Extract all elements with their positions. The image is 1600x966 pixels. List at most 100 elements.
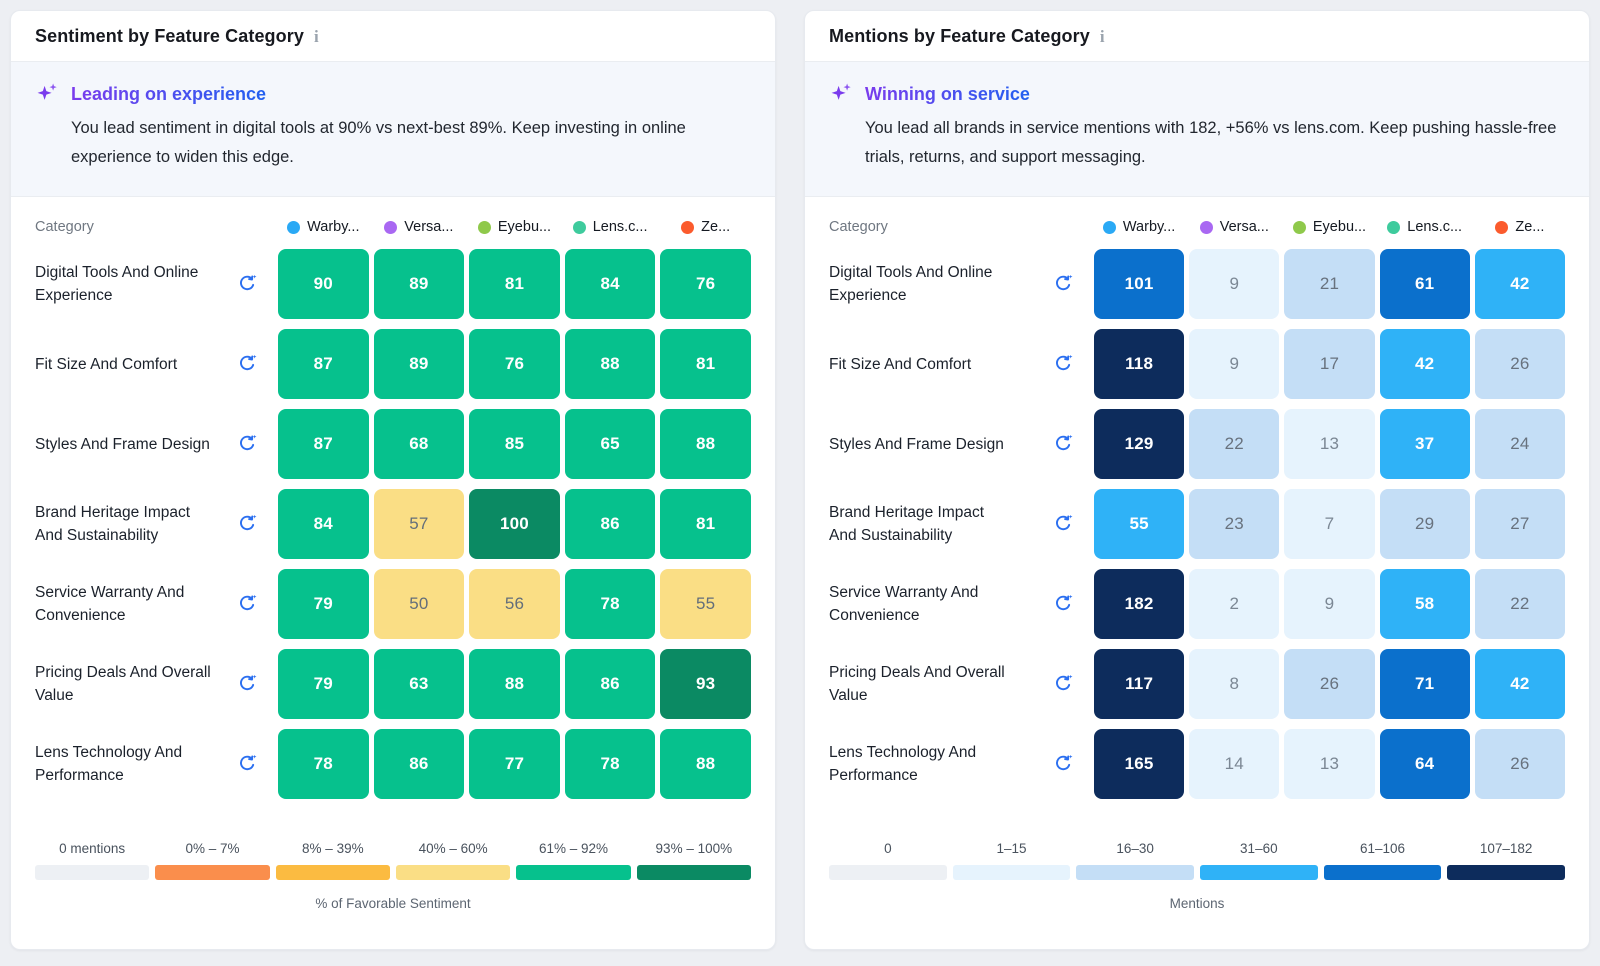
- brand-legend-item[interactable]: Warby...: [278, 219, 369, 235]
- heatmap-cell[interactable]: 76: [469, 329, 560, 399]
- heatmap-cell[interactable]: 85: [469, 409, 560, 479]
- heatmap-cell[interactable]: 88: [564, 329, 656, 399]
- scale-legend-swatch: [952, 865, 1071, 880]
- heatmap-cell[interactable]: 13: [1284, 409, 1375, 479]
- brand-legend-item[interactable]: Warby...: [1094, 219, 1184, 235]
- heatmap-cell[interactable]: 93: [660, 649, 751, 719]
- heatmap-cell[interactable]: 117: [1094, 649, 1185, 719]
- heatmap-cell[interactable]: 42: [1474, 649, 1565, 719]
- heatmap-cell[interactable]: 81: [660, 489, 751, 559]
- heatmap-cell[interactable]: 23: [1189, 489, 1280, 559]
- info-icon[interactable]: i: [313, 27, 319, 46]
- heatmap-cell[interactable]: 58: [1379, 569, 1470, 639]
- heatmap-cell[interactable]: 2: [1189, 569, 1280, 639]
- heatmap-cell[interactable]: 86: [564, 489, 656, 559]
- heatmap-cell[interactable]: 9: [1189, 329, 1280, 399]
- heatmap-cell[interactable]: 42: [1379, 329, 1470, 399]
- heatmap-cell[interactable]: 89: [373, 329, 465, 399]
- heatmap-cell[interactable]: 26: [1284, 649, 1375, 719]
- brand-legend-item[interactable]: Ze...: [660, 219, 751, 235]
- heatmap-cell[interactable]: 78: [564, 569, 656, 639]
- heatmap-cell[interactable]: 29: [1379, 489, 1470, 559]
- refresh-category-icon[interactable]: [237, 594, 257, 614]
- heatmap-cell[interactable]: 81: [469, 249, 560, 319]
- heatmap-cell[interactable]: 81: [660, 329, 751, 399]
- refresh-category-icon[interactable]: [237, 754, 257, 774]
- brand-legend-item[interactable]: Eyebu...: [469, 219, 560, 235]
- heatmap-cell[interactable]: 78: [278, 729, 369, 799]
- brand-legend-item[interactable]: Ze...: [1475, 219, 1565, 235]
- heatmap-cell[interactable]: 57: [373, 489, 465, 559]
- heatmap-cell[interactable]: 61: [1379, 249, 1470, 319]
- heatmap-cell[interactable]: 65: [564, 409, 656, 479]
- refresh-category-icon[interactable]: [237, 674, 257, 694]
- heatmap-cell[interactable]: 9: [1189, 249, 1280, 319]
- brand-label: Lens.c...: [1407, 219, 1463, 235]
- heatmap-grid: Digital Tools And Online Experience 90 89 8…: [35, 249, 751, 809]
- info-icon[interactable]: i: [1099, 27, 1105, 46]
- heatmap-cell[interactable]: 90: [278, 249, 369, 319]
- heatmap-cell[interactable]: 22: [1189, 409, 1280, 479]
- heatmap-cell[interactable]: 55: [660, 569, 751, 639]
- heatmap-cell[interactable]: 86: [373, 729, 465, 799]
- refresh-category-icon[interactable]: [237, 274, 257, 294]
- heatmap-cell[interactable]: 118: [1094, 329, 1185, 399]
- heatmap-cell[interactable]: 87: [278, 329, 369, 399]
- heatmap-cell[interactable]: 37: [1379, 409, 1470, 479]
- heatmap-cell[interactable]: 77: [469, 729, 560, 799]
- heatmap-cell[interactable]: 13: [1284, 729, 1375, 799]
- heatmap-cell[interactable]: 26: [1474, 329, 1565, 399]
- brand-legend-item[interactable]: Versa...: [374, 219, 465, 235]
- heatmap-cell[interactable]: 71: [1379, 649, 1470, 719]
- heatmap-cell[interactable]: 89: [373, 249, 465, 319]
- brand-legend-item[interactable]: Lens.c...: [1380, 219, 1470, 235]
- heatmap-cell[interactable]: 79: [278, 649, 369, 719]
- refresh-category-icon[interactable]: [237, 354, 257, 374]
- heatmap-cell[interactable]: 56: [469, 569, 560, 639]
- heatmap-cell[interactable]: 87: [278, 409, 369, 479]
- heatmap-cell[interactable]: 26: [1474, 729, 1565, 799]
- heatmap-cell[interactable]: 14: [1189, 729, 1280, 799]
- row-label: Pricing Deals And Overall Value: [829, 649, 1089, 719]
- heatmap-cell[interactable]: 22: [1474, 569, 1565, 639]
- heatmap-cell[interactable]: 64: [1379, 729, 1470, 799]
- refresh-category-icon[interactable]: [1053, 674, 1073, 694]
- heatmap-cell[interactable]: 129: [1094, 409, 1185, 479]
- brand-legend-item[interactable]: Eyebu...: [1284, 219, 1374, 235]
- heatmap-cell[interactable]: 63: [373, 649, 465, 719]
- heatmap-cell[interactable]: 17: [1284, 329, 1375, 399]
- heatmap-cell[interactable]: 86: [564, 649, 656, 719]
- refresh-category-icon[interactable]: [1053, 514, 1073, 534]
- refresh-category-icon[interactable]: [1053, 754, 1073, 774]
- refresh-category-icon[interactable]: [1053, 354, 1073, 374]
- heatmap-cell[interactable]: 88: [660, 729, 751, 799]
- refresh-category-icon[interactable]: [237, 514, 257, 534]
- heatmap-cell[interactable]: 9: [1284, 569, 1375, 639]
- heatmap-cell[interactable]: 100: [469, 489, 560, 559]
- heatmap-cell[interactable]: 21: [1284, 249, 1375, 319]
- heatmap-cell[interactable]: 182: [1094, 569, 1185, 639]
- brand-legend-item[interactable]: Versa...: [1189, 219, 1279, 235]
- heatmap-cell[interactable]: 78: [564, 729, 656, 799]
- heatmap-cell[interactable]: 76: [660, 249, 751, 319]
- heatmap-cell[interactable]: 79: [278, 569, 369, 639]
- heatmap-cell[interactable]: 50: [373, 569, 465, 639]
- heatmap-cell[interactable]: 101: [1094, 249, 1185, 319]
- heatmap-cell[interactable]: 42: [1474, 249, 1565, 319]
- refresh-category-icon[interactable]: [1053, 274, 1073, 294]
- refresh-category-icon[interactable]: [237, 434, 257, 454]
- heatmap-cell[interactable]: 68: [373, 409, 465, 479]
- brand-legend-item[interactable]: Lens.c...: [565, 219, 656, 235]
- heatmap-cell[interactable]: 88: [660, 409, 751, 479]
- heatmap-cell[interactable]: 24: [1474, 409, 1565, 479]
- refresh-category-icon[interactable]: [1053, 594, 1073, 614]
- heatmap-cell[interactable]: 84: [278, 489, 369, 559]
- refresh-category-icon[interactable]: [1053, 434, 1073, 454]
- heatmap-cell[interactable]: 165: [1094, 729, 1185, 799]
- heatmap-cell[interactable]: 55: [1094, 489, 1185, 559]
- heatmap-cell[interactable]: 84: [564, 249, 656, 319]
- heatmap-cell[interactable]: 8: [1189, 649, 1280, 719]
- heatmap-cell[interactable]: 88: [469, 649, 560, 719]
- heatmap-cell[interactable]: 7: [1284, 489, 1375, 559]
- heatmap-cell[interactable]: 27: [1474, 489, 1565, 559]
